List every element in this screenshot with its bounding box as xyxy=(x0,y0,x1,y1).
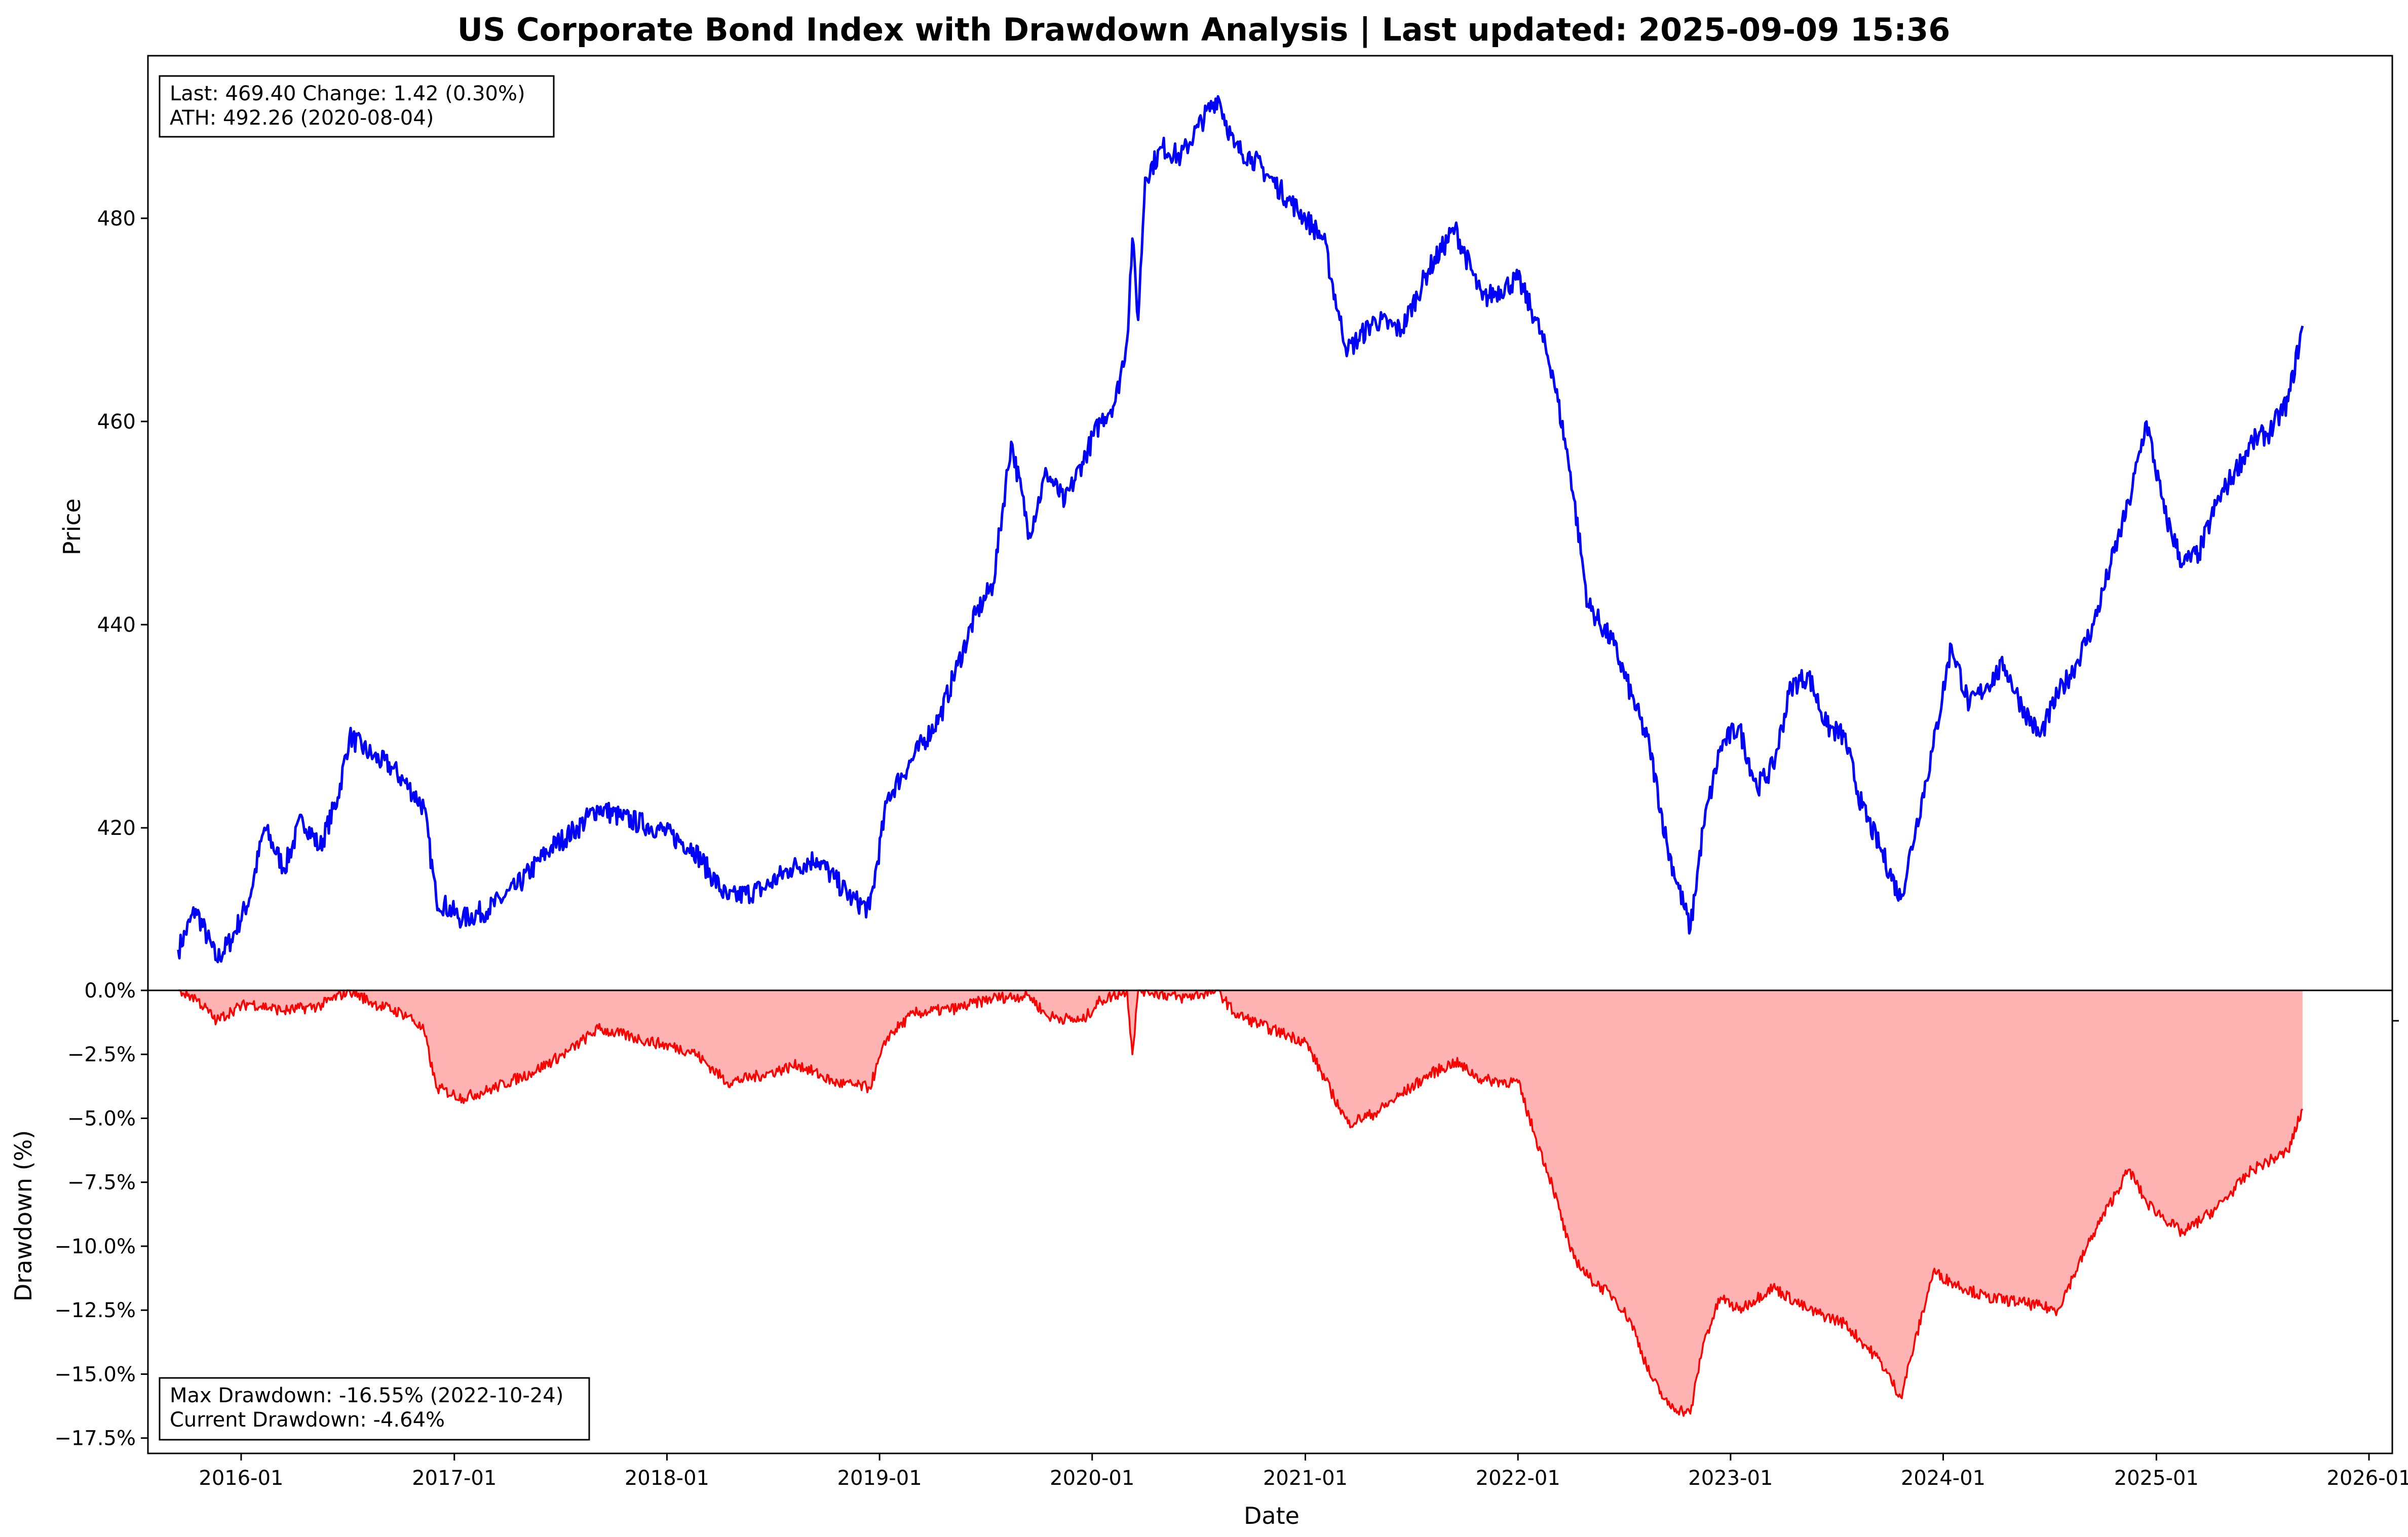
x-tick-label: 2021-01 xyxy=(1263,1467,1348,1490)
drawdown-y-ticks: 0.0% −2.5% −5.0% −7.5% −10.0% −12.5% −15.0% −17… xyxy=(54,979,148,1450)
drawdown-info-current: Current Drawdown: -4.64% xyxy=(170,1408,445,1432)
drawdown-area-fill xyxy=(178,990,2303,1416)
x-tick-label: 2026-01 xyxy=(2326,1467,2408,1490)
price-info-ath: ATH: 492.26 (2020-08-04) xyxy=(170,106,434,130)
x-tick-label: 2022-01 xyxy=(1476,1467,1560,1490)
drawdown-y-tick-label: −12.5% xyxy=(54,1299,136,1322)
chart-title: US Corporate Bond Index with Drawdown An… xyxy=(457,11,1951,49)
price-y-tick-label: 440 xyxy=(97,613,136,637)
drawdown-y-tick-label: −7.5% xyxy=(67,1171,136,1195)
drawdown-y-tick-label: −2.5% xyxy=(67,1043,136,1066)
x-tick-label: 2016-01 xyxy=(199,1467,283,1490)
drawdown-y-tick-label: −10.0% xyxy=(54,1235,136,1258)
drawdown-axes-frame xyxy=(147,989,2393,1454)
drawdown-info-box: Max Drawdown: -16.55% (2022-10-24) Curre… xyxy=(159,1377,590,1441)
price-y-tick-label: 460 xyxy=(97,410,136,434)
x-tick-label: 2019-01 xyxy=(837,1467,922,1490)
price-info-last: Last: 469.40 Change: 1.42 (0.30%) xyxy=(170,82,525,105)
drawdown-panel: 0.0% −2.5% −5.0% −7.5% −10.0% −12.5% −15.0% −17… xyxy=(10,979,2408,1529)
drawdown-y-tick-label: 0.0% xyxy=(84,979,136,1003)
x-tick-label: 2023-01 xyxy=(1688,1467,1773,1490)
price-y-axis-label: Price xyxy=(58,498,86,555)
price-y-tick-label: 420 xyxy=(97,817,136,840)
drawdown-y-axis-label: Drawdown (%) xyxy=(10,1130,37,1302)
drawdown-info-max: Max Drawdown: -16.55% (2022-10-24) xyxy=(170,1384,563,1407)
drawdown-y-tick-label: −5.0% xyxy=(67,1107,136,1130)
x-tick-label: 2024-01 xyxy=(1901,1467,1985,1490)
x-tick-label: 2018-01 xyxy=(625,1467,709,1490)
price-y-tick-label: 480 xyxy=(97,207,136,230)
price-info-box: Last: 469.40 Change: 1.42 (0.30%) ATH: 4… xyxy=(159,75,555,138)
drawdown-y-tick-label: −15.0% xyxy=(54,1363,136,1386)
price-y-ticks: 420 440 460 480 xyxy=(97,207,148,840)
price-panel: 420 440 460 480 Price Last: 469.40 Change: … xyxy=(58,75,2304,964)
drawdown-series-line xyxy=(178,989,2304,1417)
date-x-ticks: 2016-01 2017-01 2018-01 2019-01 2020-01 2021-… xyxy=(199,1453,2408,1490)
x-axis-label: Date xyxy=(1244,1502,1299,1529)
x-tick-label: 2025-01 xyxy=(2114,1467,2199,1490)
x-tick-label: 2020-01 xyxy=(1050,1467,1134,1490)
price-series-line xyxy=(177,95,2304,964)
x-tick-label: 2017-01 xyxy=(412,1467,496,1490)
drawdown-y-tick-label: −17.5% xyxy=(54,1427,136,1450)
